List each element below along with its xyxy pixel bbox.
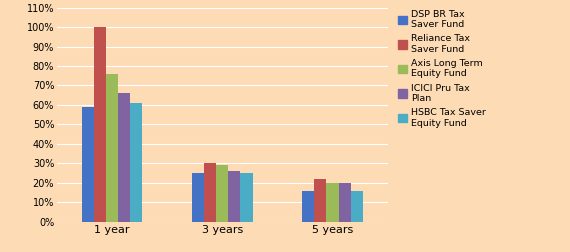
Bar [216, 165, 229, 222]
Bar [229, 171, 241, 222]
Bar [82, 107, 94, 222]
Legend: DSP BR Tax
Saver Fund, Reliance Tax
Saver Fund, Axis Long Term
Equity Fund, ICIC: DSP BR Tax Saver Fund, Reliance Tax Save… [396, 8, 487, 130]
Bar [192, 173, 204, 222]
Bar [131, 103, 142, 222]
Bar [339, 183, 351, 222]
Bar [314, 179, 327, 222]
Bar [106, 74, 118, 222]
Bar [118, 93, 131, 222]
Bar [327, 183, 339, 222]
Bar [302, 191, 314, 222]
Bar [351, 191, 363, 222]
Bar [204, 163, 216, 222]
Bar [94, 27, 106, 222]
Bar [241, 173, 253, 222]
